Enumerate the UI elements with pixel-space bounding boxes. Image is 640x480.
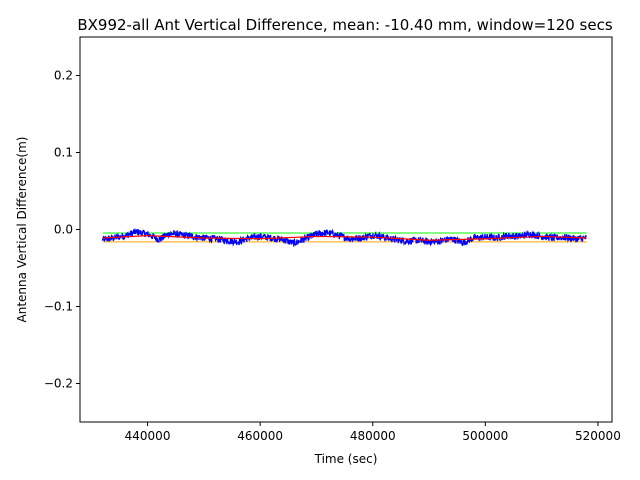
- plot-frame: [79, 36, 613, 423]
- chart-title: BX992-all Ant Vertical Difference, mean:…: [77, 16, 613, 34]
- y-tick-label: −0.2: [44, 377, 73, 391]
- x-tick-label: 480000: [350, 429, 396, 443]
- y-tick-label: 0.2: [54, 69, 73, 83]
- y-axis: −0.2 −0.1 0.0 0.1 0.2: [44, 69, 80, 391]
- y-tick-label: 0.1: [54, 146, 73, 160]
- x-tick-label: 520000: [575, 429, 621, 443]
- plot-area: [101, 228, 587, 247]
- series-line-smoothed: [102, 235, 587, 241]
- y-axis-label: Antenna Vertical Difference(m): [15, 137, 29, 323]
- x-tick-label: 460000: [237, 429, 283, 443]
- x-tick-label: 440000: [125, 429, 171, 443]
- y-tick-label: 0.0: [54, 223, 73, 237]
- x-axis: 440000 460000 480000 500000 520000: [125, 422, 621, 443]
- series-line-raw: [101, 228, 587, 247]
- x-axis-label: Time (sec): [314, 452, 378, 466]
- x-tick-label: 500000: [462, 429, 508, 443]
- y-tick-label: −0.1: [44, 300, 73, 314]
